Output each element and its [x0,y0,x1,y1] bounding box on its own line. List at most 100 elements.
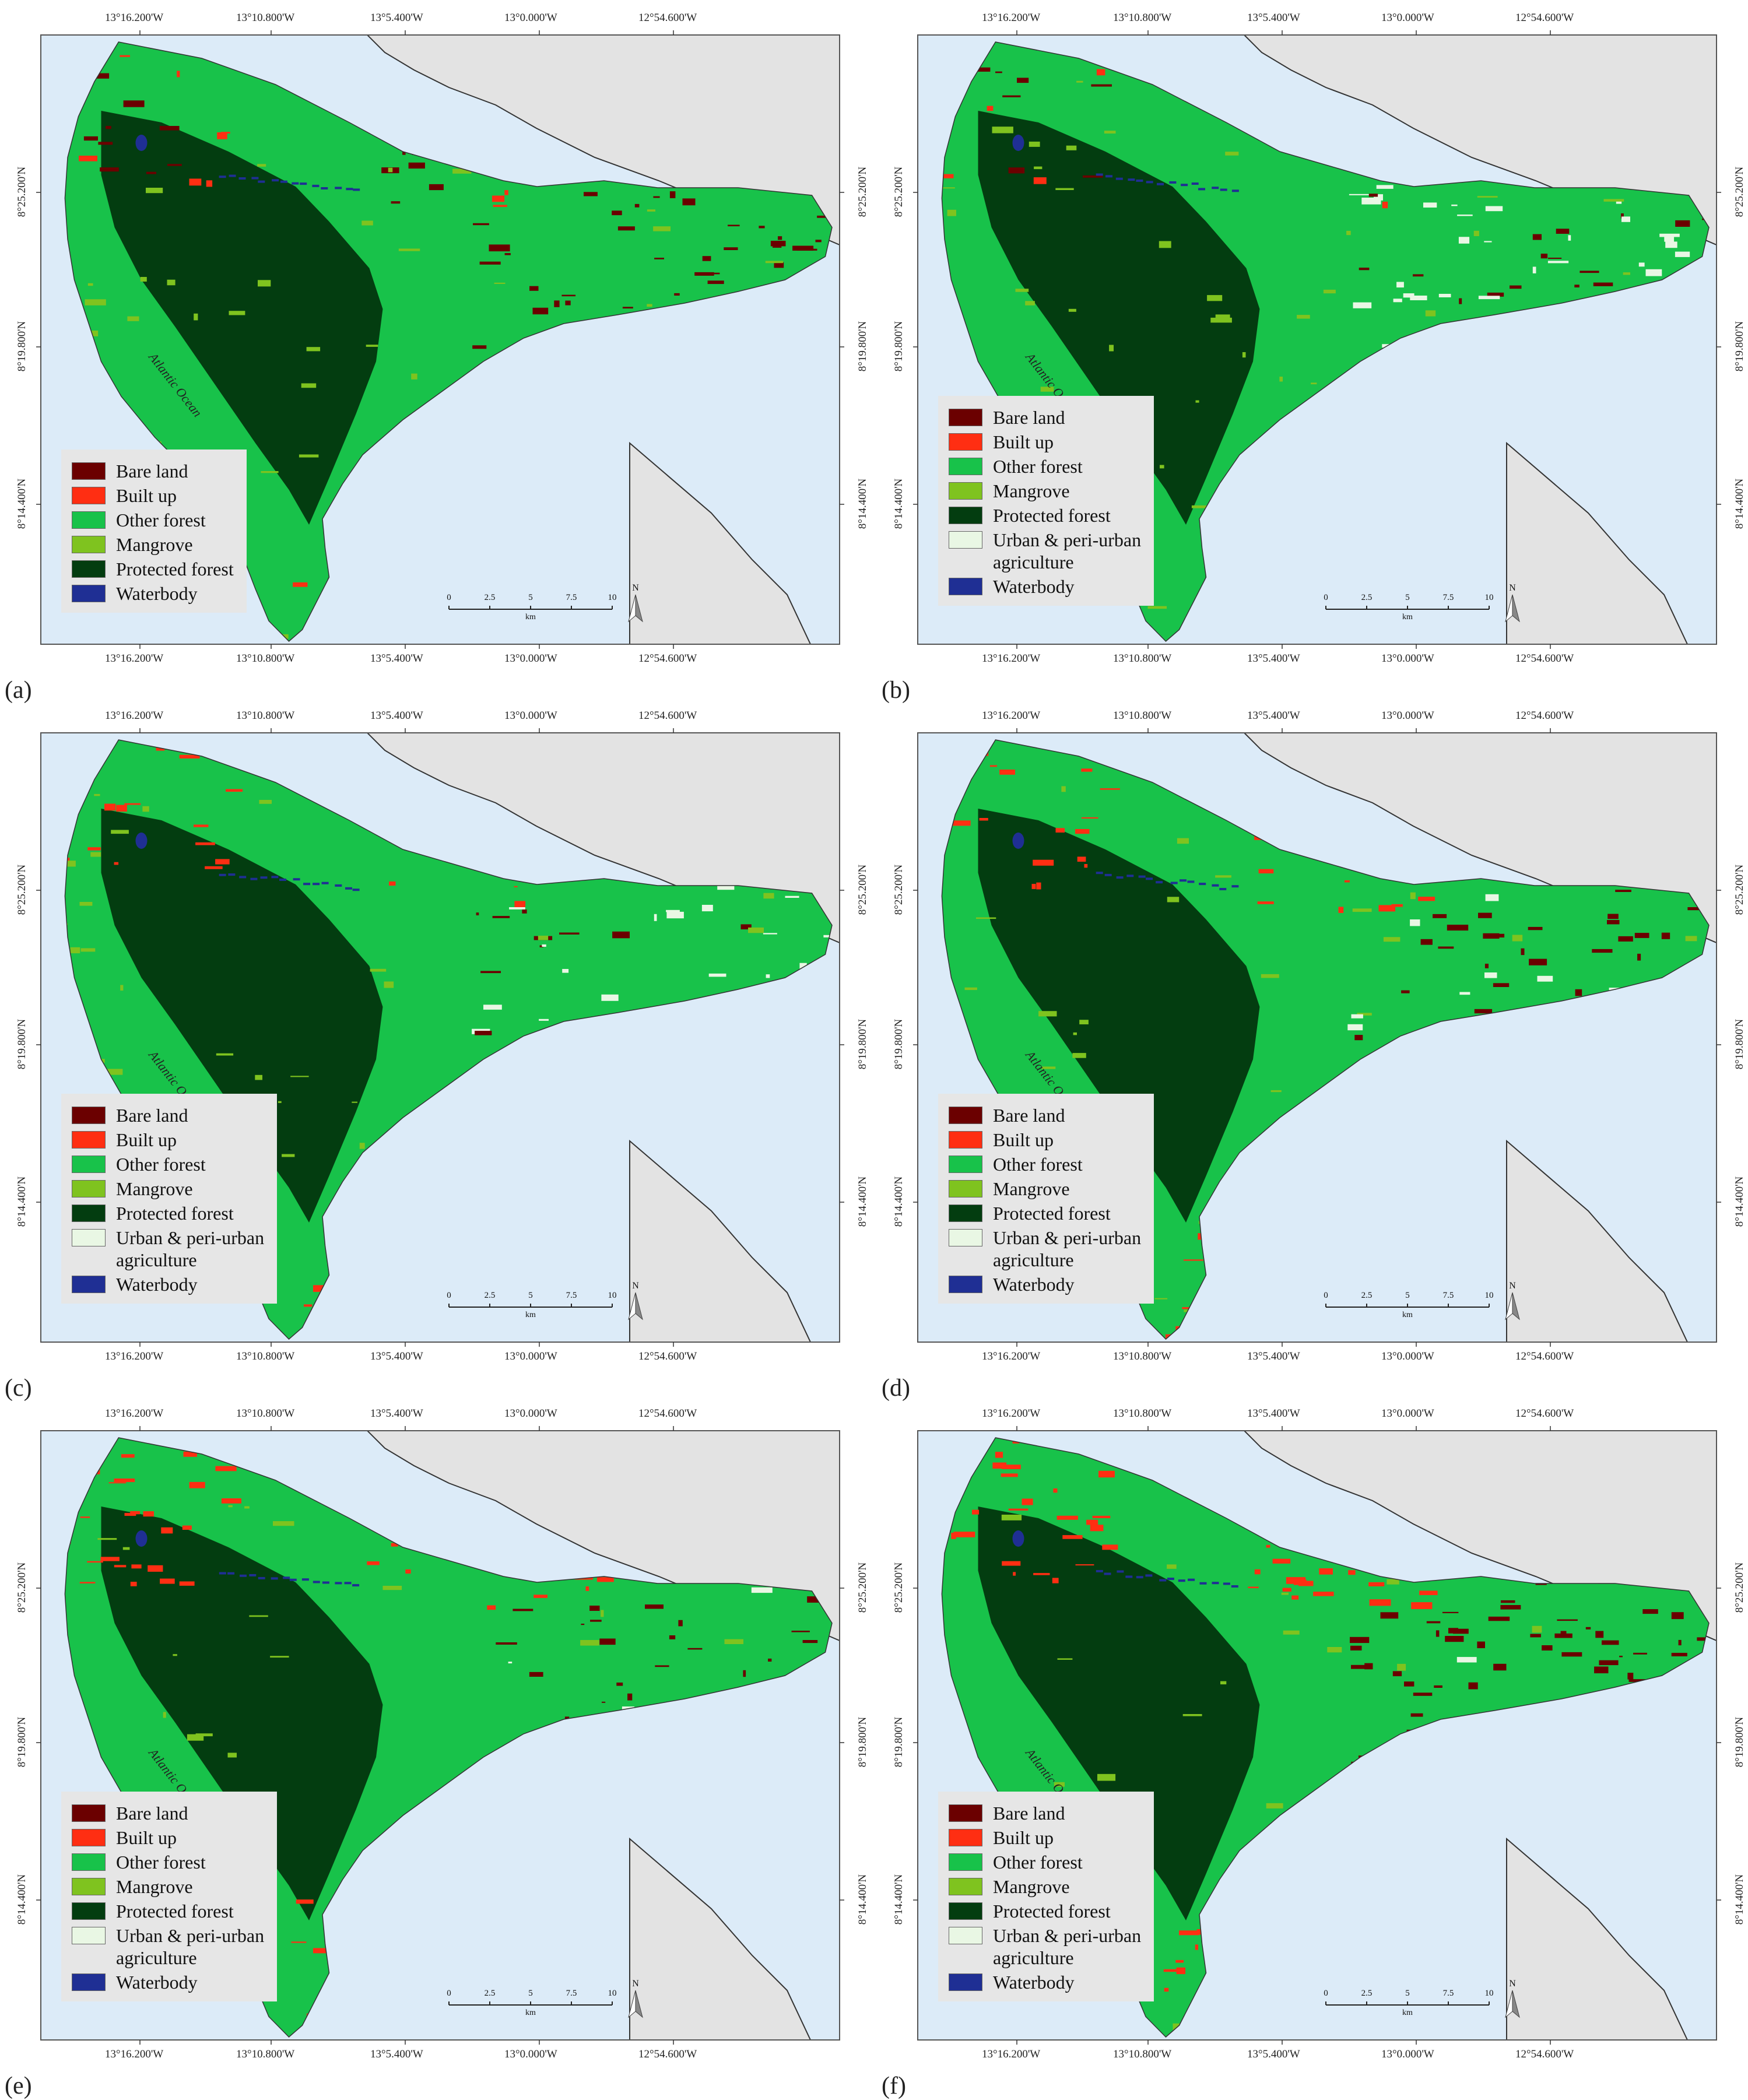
legend-label: Mangrove [116,534,193,555]
map-panel-c: 13°16.200'W 13°16.200'W 13°10.800'W 13°10.8… [0,698,871,1402]
legend-label: Other forest [116,1852,206,1873]
longitude-label-top: 13°16.200'W [982,12,1041,24]
legend-swatch [72,511,106,529]
legend-swatch [72,1973,106,1991]
legend-item: Urban & peri-urban agriculture [949,526,1141,573]
latitude-label-left: 8°14.400'N [16,1176,28,1227]
legend-label: Waterbody [116,1972,198,1993]
map-frame [40,732,840,1343]
scale-tick-label: 10 [608,593,617,602]
scale-bar: 0 2.5 5 7.5 10 km [1320,1290,1495,1325]
longitude-label-top: 13°16.200'W [105,1407,164,1420]
legend-item: Protected forest [72,1200,264,1224]
legend-item: Bare land [72,1800,264,1824]
scale-tick-label: 7.5 [566,1989,577,1998]
legend-label: Protected forest [993,505,1111,526]
longitude-label-top: 13°0.000'W [504,710,557,722]
map-frame [40,1430,840,2041]
latitude-label-left: 8°25.200'N [16,166,28,217]
legend-label: Waterbody [993,576,1075,597]
scale-unit: km [525,613,536,621]
legend-swatch [949,1276,982,1293]
latitude-label-right: 8°25.200'N [857,864,869,915]
legend-swatch [72,1107,106,1124]
legend-label: Protected forest [993,1901,1111,1922]
legend-swatch [72,1878,106,1895]
longitude-label-top: 13°0.000'W [1381,710,1434,722]
legend-item: Waterbody [949,1271,1141,1295]
legend-label: Mangrove [116,1178,193,1199]
north-label: N [632,583,639,593]
latitude-label-right: 8°14.400'N [1733,1176,1746,1227]
reservoir [135,1530,148,1547]
legend-label: Waterbody [993,1274,1075,1295]
scale-tick-label: 0 [1324,1291,1328,1300]
legend-label: Built up [116,485,177,506]
legend-item: Protected forest [72,1898,264,1922]
longitude-label-top: 13°10.800'W [236,12,295,24]
latitude-label-right: 8°19.800'N [1733,1716,1746,1768]
longitude-label-top: 13°5.400'W [370,1407,423,1420]
legend-swatch [949,578,982,595]
latitude-label-right: 8°19.800'N [1733,1019,1746,1070]
legend-swatch [72,462,106,480]
legend-item: Waterbody [949,573,1141,598]
reservoir [135,833,148,849]
longitude-label-bottom: 13°0.000'W [504,1350,557,1362]
longitude-label-top: 13°10.800'W [1113,710,1172,722]
legend-swatch [949,507,982,524]
longitude-label-top: 13°5.400'W [370,12,423,24]
panel-letter: (d) [882,1375,910,1402]
scale-unit: km [525,1311,536,1319]
scale-bar: 0 2.5 5 7.5 10 km [1320,1987,1495,2022]
longitude-label-bottom: 13°16.200'W [105,652,164,665]
legend-label: Bare land [116,1105,188,1126]
legend-item: Other forest [72,1151,264,1175]
scale-bar: 0 2.5 5 7.5 10 km [1320,592,1495,627]
longitude-label-bottom: 13°0.000'W [504,652,557,665]
panel-letter: (a) [5,677,32,704]
longitude-label-bottom: 12°54.600'W [638,1350,697,1362]
longitude-label-bottom: 13°16.200'W [105,1350,164,1362]
north-arrow-icon [628,594,643,623]
north-arrow-icon [1505,594,1520,623]
legend-swatch [72,536,106,553]
protected-forest-zone [978,1506,1260,1920]
longitude-label-top: 13°10.800'W [236,1407,295,1420]
latitude-label-left: 8°25.200'N [893,166,905,217]
scale-tick-label: 5 [1405,1989,1410,1998]
legend-item: Bare land [949,1800,1141,1824]
map-frame [917,732,1717,1343]
legend-label: Mangrove [993,1178,1070,1199]
longitude-label-bottom: 13°10.800'W [1113,1350,1172,1362]
scale-tick-label: 2.5 [1361,1989,1373,1998]
longitude-label-top: 13°0.000'W [504,12,557,24]
legend-item: Urban & peri-urban agriculture [949,1922,1141,1969]
map-panel-a: 13°16.200'W 13°16.200'W 13°10.800'W 13°10.8… [0,0,871,704]
scale-tick-label: 10 [1484,593,1494,602]
scale-bar: 0 2.5 5 7.5 10 km [443,1290,618,1325]
panel-letter: (e) [5,2073,32,2099]
legend-label: Bare land [993,407,1065,428]
scale-tick-label: 7.5 [1442,1989,1454,1998]
longitude-label-bottom: 12°54.600'W [1515,2048,1574,2060]
legend-label: Other forest [116,510,206,531]
legend-label: Bare land [993,1803,1065,1824]
panel-letter: (b) [882,677,910,704]
longitude-label-bottom: 12°54.600'W [1515,652,1574,665]
legend: Bare land Built up Other forest Mangrove Pro… [61,1094,278,1304]
longitude-label-bottom: 13°0.000'W [1381,2048,1434,2060]
scale-unit: km [1402,1311,1413,1319]
longitude-label-top: 12°54.600'W [1515,710,1574,722]
scale-tick-label: 2.5 [1361,1291,1373,1300]
latitude-label-right: 8°14.400'N [1733,1874,1746,1925]
legend-swatch [949,1204,982,1222]
latitude-label-left: 8°25.200'N [16,1562,28,1613]
north-arrow: N [1501,1281,1524,1325]
legend-item: Protected forest [949,1898,1141,1922]
legend-swatch [72,487,106,504]
latitude-label-right: 8°19.800'N [857,1019,869,1070]
latitude-label-left: 8°19.800'N [16,321,28,372]
scale-tick-label: 7.5 [1442,1291,1454,1300]
scale-tick-label: 2.5 [1361,593,1373,602]
